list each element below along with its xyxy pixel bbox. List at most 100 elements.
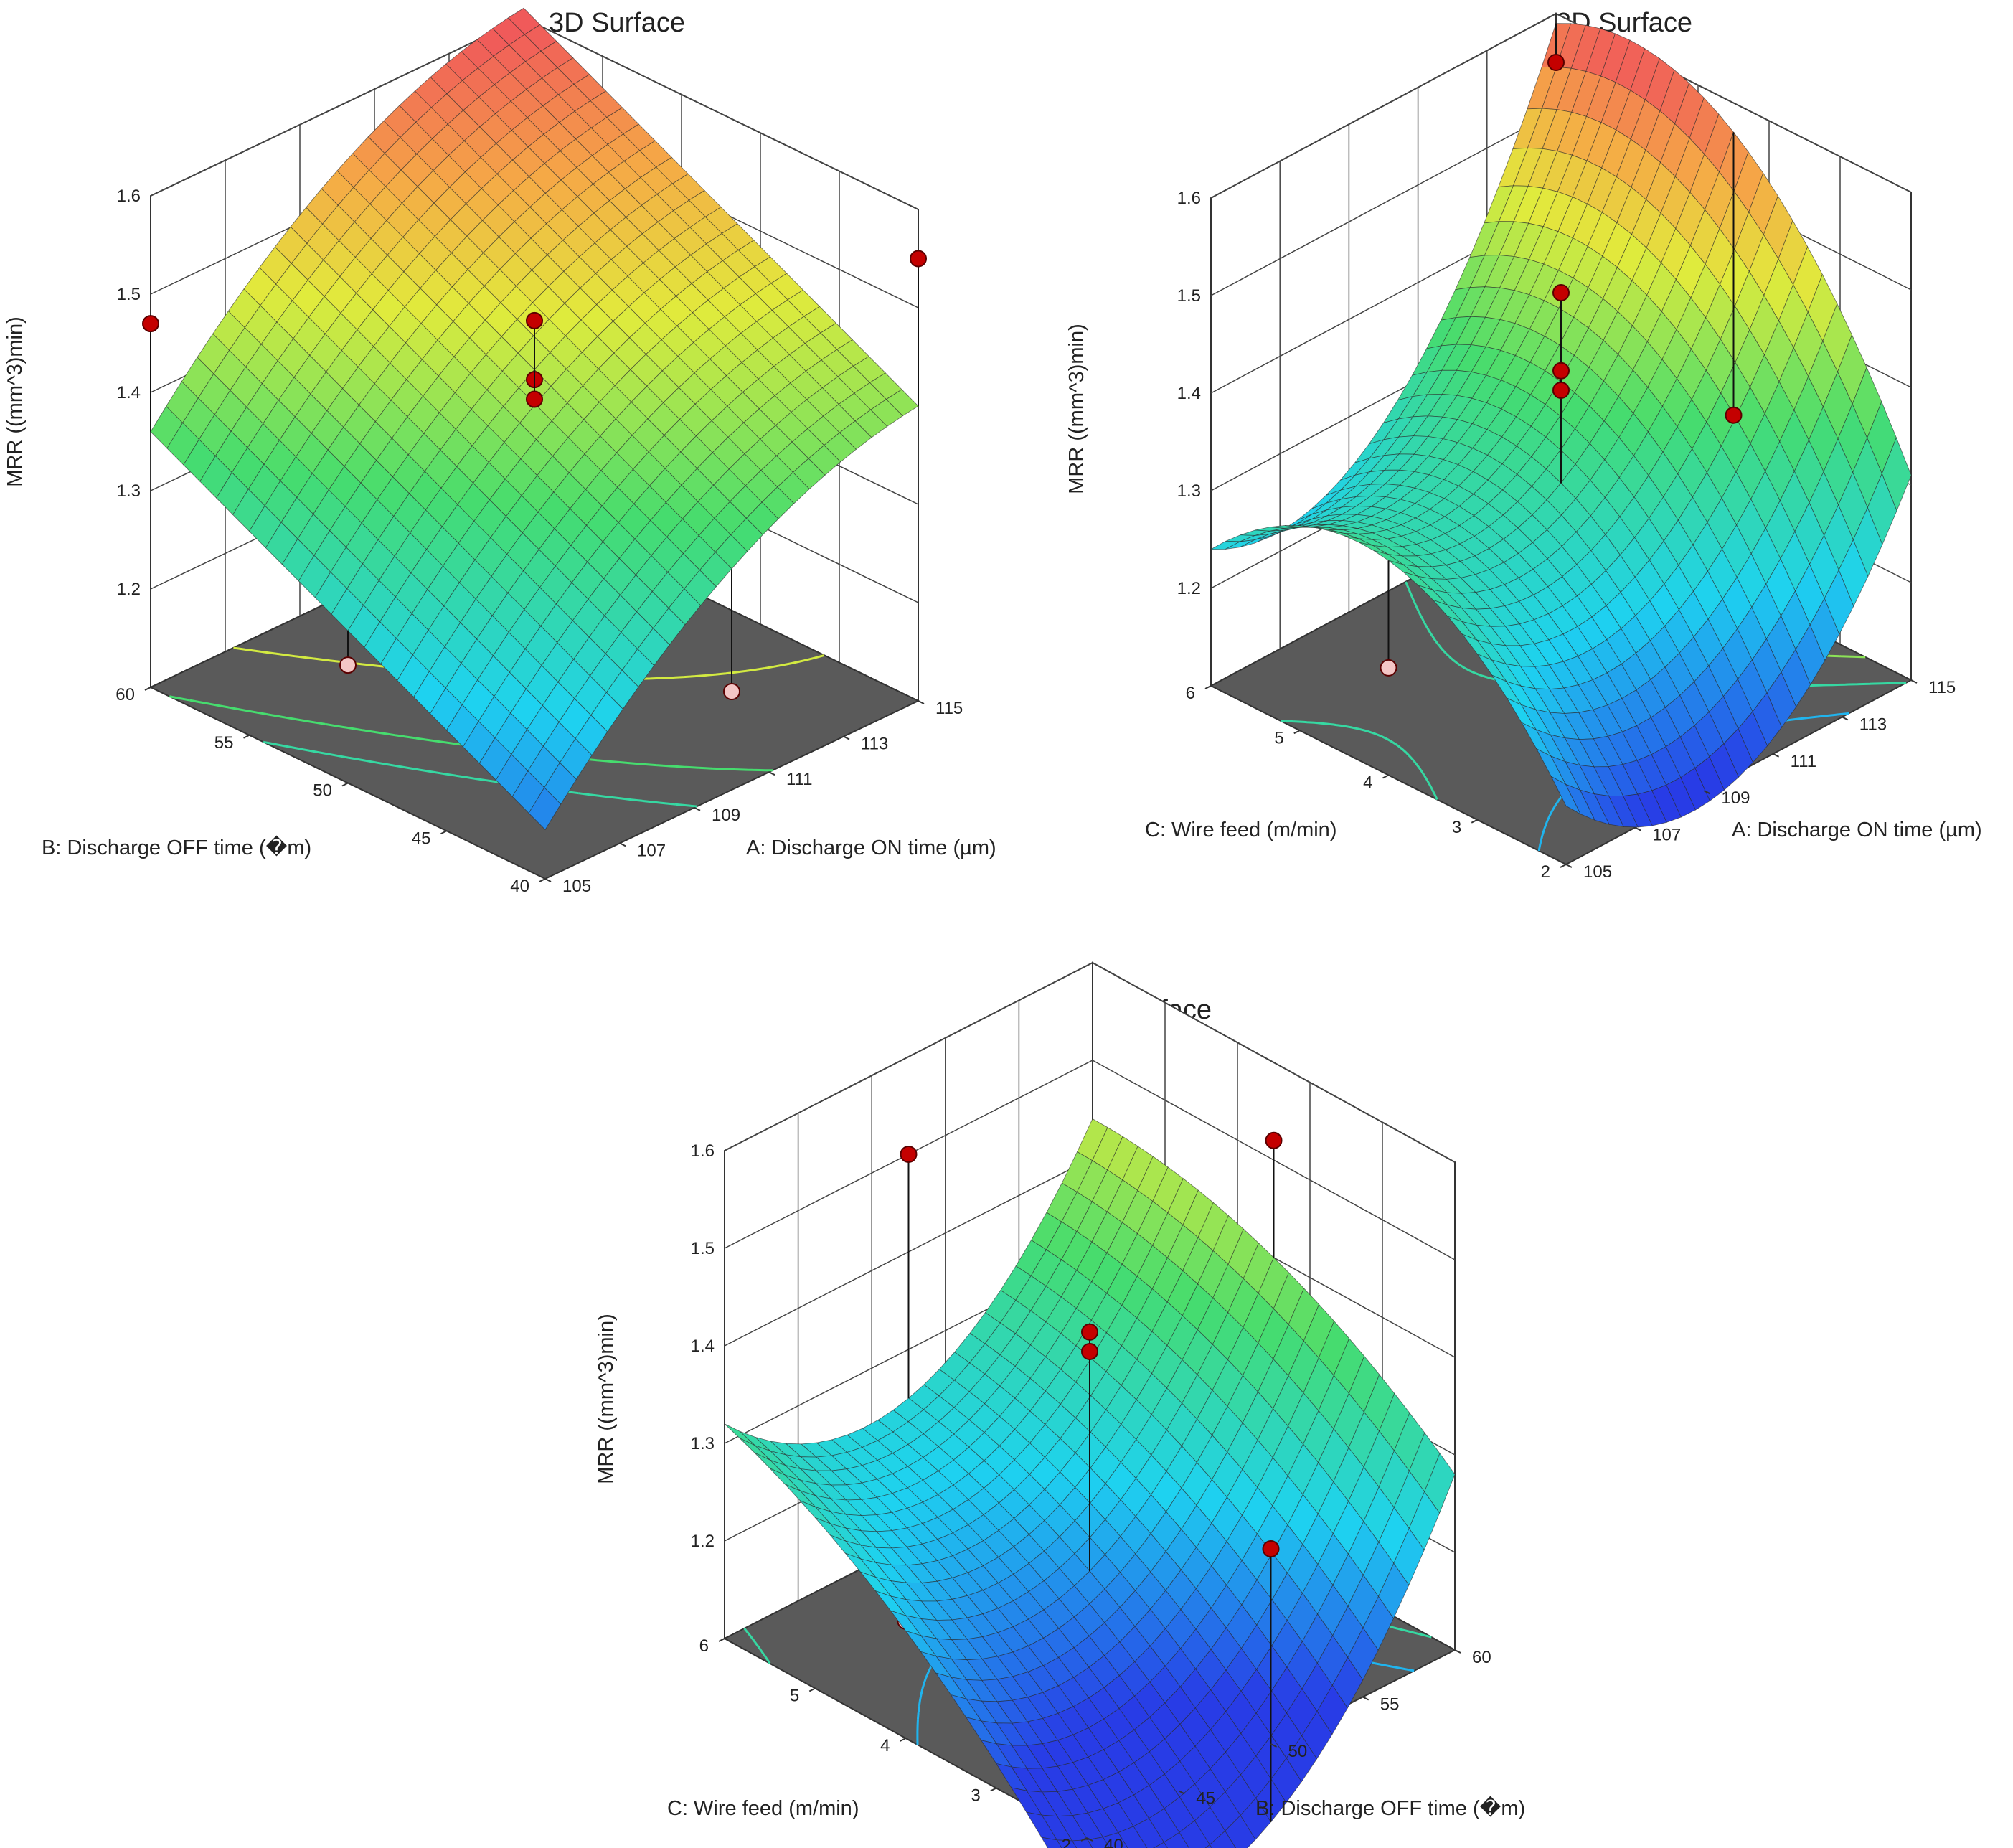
x-tick-mark (544, 878, 552, 882)
x-tick-mark (1634, 826, 1641, 831)
y-tick-label: 50 (313, 781, 332, 801)
z-tick-label: 1.4 (1177, 384, 1201, 403)
y-axis-label: C: Wire feed (m/min) (667, 1797, 859, 1820)
axis-labels: MRR ((mm^3)min) B: Discharge OFF time (�… (595, 1141, 1525, 1848)
x-tick-mark (843, 735, 850, 740)
design-point-above (1547, 54, 1565, 71)
y-tick-mark (539, 878, 546, 882)
z-gridline (724, 1060, 1456, 1260)
surface-chart-b-c: 3D Surface MRR ((mm^3)min) B: Discharge … (595, 961, 1525, 1848)
x-tick-mark (1565, 864, 1573, 868)
y-axis-label: C: Wire feed (m/min) (1145, 819, 1336, 842)
design-point-above (900, 1146, 918, 1163)
y-tick-mark (1382, 774, 1389, 779)
x-tick-label: 109 (1721, 788, 1750, 808)
y-tick-mark (243, 734, 250, 739)
design-point-above (910, 250, 927, 268)
x-tick-mark (1703, 790, 1710, 795)
x-tick-mark (1773, 753, 1780, 758)
x-axis-label: A: Discharge ON time (µm) (746, 836, 996, 859)
z-tick-label: 1.6 (691, 1141, 715, 1161)
z-tick-label: 1.5 (1177, 286, 1201, 306)
surface-cell (1153, 1842, 1168, 1848)
x-tick-label: 60 (1472, 1648, 1491, 1667)
surface-chart-a-b: 3D Surface MRR ((mm^3)min) A: Discharge … (4, 7, 996, 896)
z-tick-label: 1.4 (117, 383, 141, 402)
y-tick-label: 6 (1186, 684, 1195, 703)
x-tick-label: 111 (1791, 752, 1816, 771)
surface-cell (1204, 1844, 1212, 1848)
y-tick-mark (1293, 730, 1301, 735)
y-tick-mark (718, 1638, 725, 1642)
y-tick-mark (808, 1687, 816, 1692)
response-surface (724, 1118, 1456, 1848)
design-point-above (1552, 362, 1570, 380)
design-point-below (723, 683, 740, 700)
surface-cell (1071, 1839, 1093, 1848)
surface-cell (1209, 1830, 1236, 1848)
x-tick-label: 113 (861, 735, 888, 754)
x-tick-mark (768, 771, 776, 776)
x-tick-label: 40 (1104, 1836, 1123, 1848)
z-tick-label: 1.5 (691, 1239, 715, 1258)
design-point-above (1081, 1343, 1098, 1360)
x-tick-label: 55 (1380, 1695, 1400, 1715)
x-tick-mark (619, 842, 626, 847)
design-point-above (1262, 1540, 1280, 1557)
y-tick-mark (1560, 864, 1567, 868)
chart-title: 3D Surface (549, 8, 685, 38)
y-tick-mark (990, 1787, 997, 1792)
design-point-above (1265, 1131, 1283, 1149)
x-tick-label: 111 (786, 770, 812, 789)
z-axis-label: MRR ((mm^3)min) (1065, 324, 1088, 494)
x-tick-label: 105 (1583, 862, 1612, 882)
y-tick-mark (1204, 685, 1212, 689)
z-gridline (724, 962, 1456, 1163)
design-points (900, 1131, 1283, 1822)
z-tick-label: 1.3 (691, 1434, 715, 1453)
y-tick-label: 55 (214, 733, 234, 753)
y-tick-mark (1471, 819, 1478, 824)
design-point-below (339, 656, 357, 674)
y-tick-label: 4 (880, 1736, 890, 1755)
surface-cell (1163, 1832, 1189, 1848)
y-tick-mark (900, 1738, 906, 1742)
x-tick-label: 115 (935, 699, 963, 718)
design-point-above (1081, 1323, 1098, 1341)
z-tick-label: 1.5 (117, 285, 141, 304)
surface-cell (1056, 1839, 1078, 1848)
x-tick-mark (1178, 1790, 1185, 1795)
x-tick-label: 107 (637, 841, 666, 860)
x-axis-label: B: Discharge OFF time (�m) (1255, 1796, 1525, 1820)
x-tick-label: 107 (1652, 826, 1681, 845)
x-axis-label: A: Discharge ON time (µm) (1732, 819, 1982, 842)
response-surface (1210, 23, 1912, 828)
surface-cell (1041, 1837, 1062, 1848)
z-tick-label: 1.6 (117, 187, 141, 206)
x-tick-label: 105 (562, 877, 591, 896)
y-tick-mark (1080, 1837, 1088, 1842)
x-tick-label: 45 (1196, 1789, 1215, 1809)
x-tick-mark (1086, 1837, 1093, 1842)
design-point-above (1552, 284, 1570, 301)
x-tick-mark (1362, 1696, 1370, 1701)
y-axis-label: B: Discharge OFF time (�m) (42, 835, 311, 859)
design-point-above (1552, 382, 1570, 399)
y-tick-label: 5 (1274, 728, 1283, 748)
design-point-above (1725, 406, 1743, 424)
y-tick-label: 6 (699, 1636, 709, 1656)
design-point-above (142, 315, 159, 333)
design-point-above (526, 311, 543, 329)
surface-chart-a-c: 3D Surface MRR ((mm^3)min) A: Discharge … (1065, 8, 1982, 882)
x-tick-label: 115 (1928, 678, 1956, 697)
z-axis-label: MRR ((mm^3)min) (595, 1314, 618, 1484)
x-tick-mark (1910, 679, 1918, 684)
z-tick-label: 1.2 (117, 580, 141, 599)
x-tick-label: 50 (1288, 1742, 1308, 1761)
z-gridline (1210, 13, 1912, 199)
x-tick-mark (1454, 1649, 1461, 1654)
y-tick-mark (341, 782, 349, 787)
y-tick-label: 45 (412, 829, 431, 848)
y-tick-label: 3 (971, 1786, 980, 1806)
